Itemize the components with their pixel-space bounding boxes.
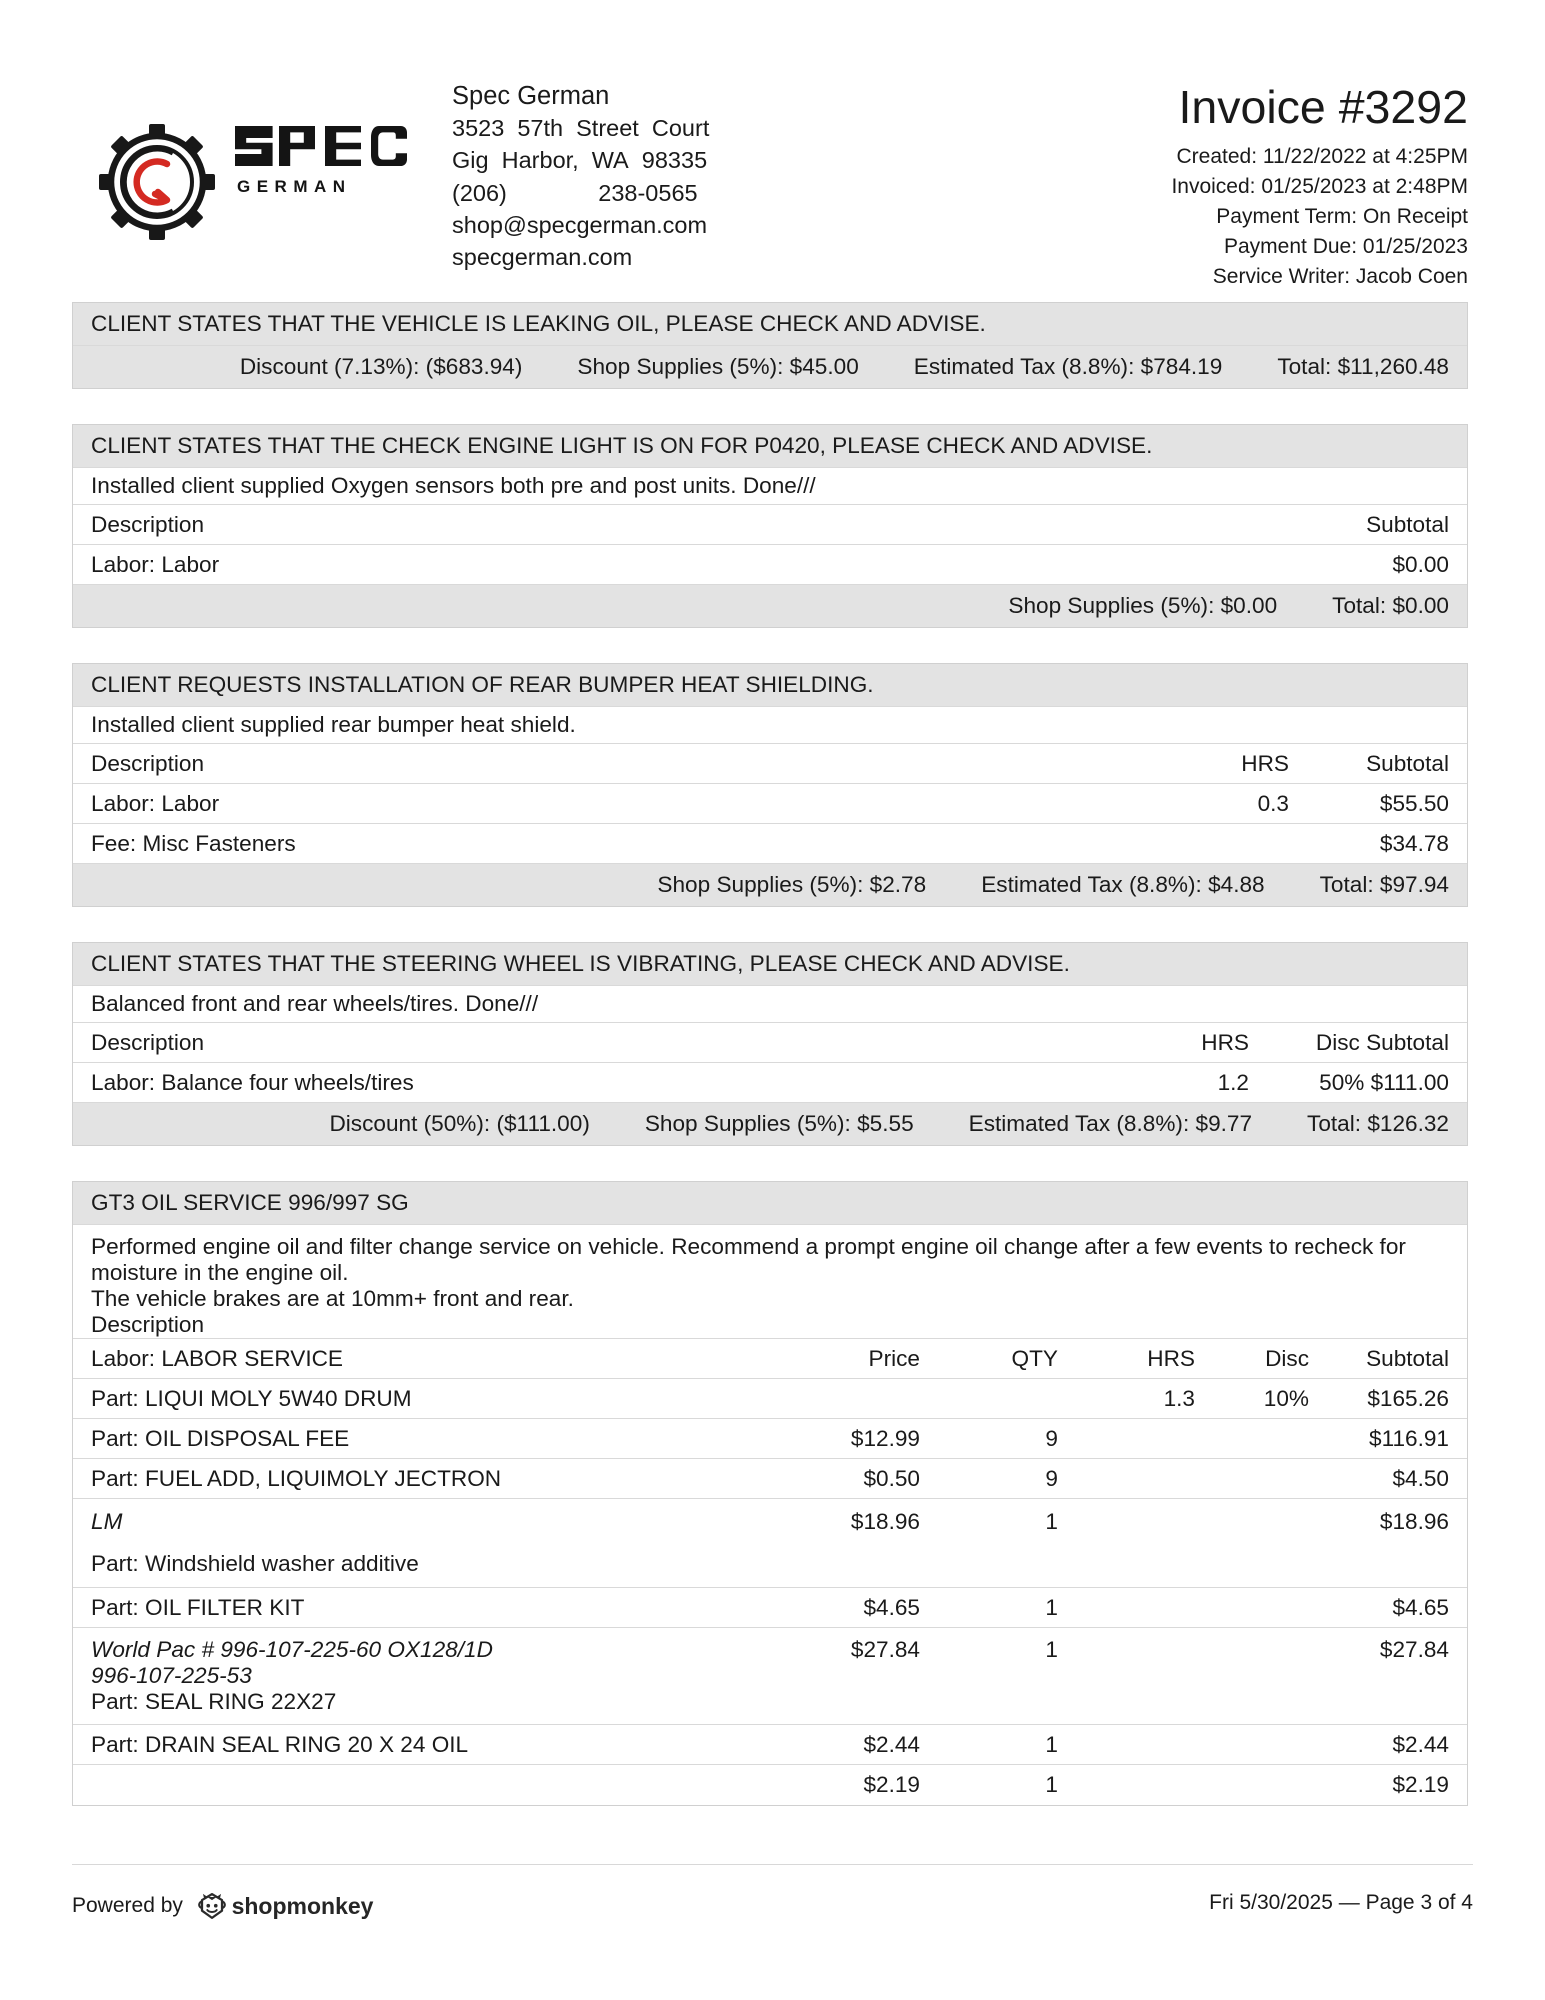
svg-text:GERMAN: GERMAN bbox=[237, 177, 352, 196]
